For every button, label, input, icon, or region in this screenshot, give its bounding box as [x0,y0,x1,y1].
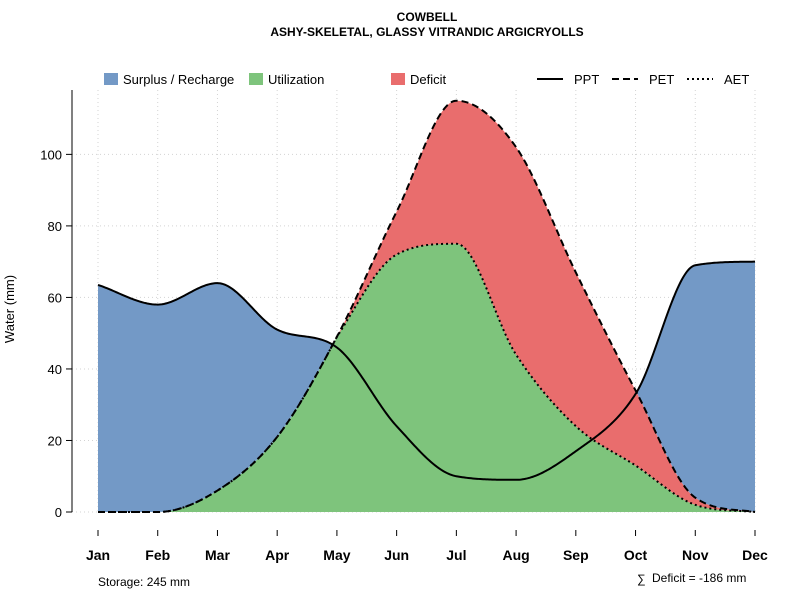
x-tick-label: Dec [742,547,768,563]
x-tick-label: Mar [205,547,230,563]
legend-swatch-surplus [104,73,118,85]
storage-annotation: Storage: 245 mm [98,575,190,589]
x-tick-label: Nov [682,547,709,563]
x-tick-label: May [323,547,350,563]
x-tick-label: Sep [563,547,589,563]
surplus-area [98,283,333,512]
legend-swatch-deficit [391,73,405,85]
utilization-area [160,243,754,512]
x-tick-label: Oct [624,547,648,563]
x-tick-label: Jul [446,547,466,563]
deficit-annotation: Deficit = -186 mm [652,571,746,585]
chart-subtitle: ASHY-SKELETAL, GLASSY VITRANDIC ARGICRYO… [270,25,583,39]
y-tick-label: 40 [48,362,62,377]
y-axis-label: Water (mm) [2,275,17,343]
x-tick-label: Jun [384,547,409,563]
chart-title: COWBELL [397,10,458,24]
legend-label-utilization: Utilization [268,72,324,87]
legend-label-pet: PET [649,72,674,87]
y-tick-label: 0 [55,505,62,520]
axes: 0 20 40 60 80 100 Jan Feb Mar Apr May Jun Jul Aug Sep O… [40,90,768,563]
y-tick-label: 80 [48,219,62,234]
series-line-aet [98,242,756,513]
deficit-area [338,100,754,512]
legend-label-aet: AET [724,72,749,87]
legend: Surplus / Recharge Utilization Deficit P… [104,72,749,87]
y-tick-label: 100 [40,147,62,162]
y-tick-label: 60 [48,290,62,305]
legend-swatch-utilization [249,73,263,85]
surplus-area [637,261,755,512]
series-line-pet [98,99,756,513]
x-tick-label: Apr [265,547,290,563]
legend-label-surplus: Surplus / Recharge [123,72,234,87]
legend-label-ppt: PPT [574,72,599,87]
areas [98,100,755,512]
series-lines [97,99,756,513]
x-tick-label: Jan [86,547,110,563]
x-tick-label: Aug [502,547,529,563]
series-line-ppt [97,260,756,481]
y-tick-label: 20 [48,433,62,448]
x-tick-label: Feb [145,547,170,563]
sum-icon: ∑ [637,572,646,586]
legend-label-deficit: Deficit [410,72,447,87]
